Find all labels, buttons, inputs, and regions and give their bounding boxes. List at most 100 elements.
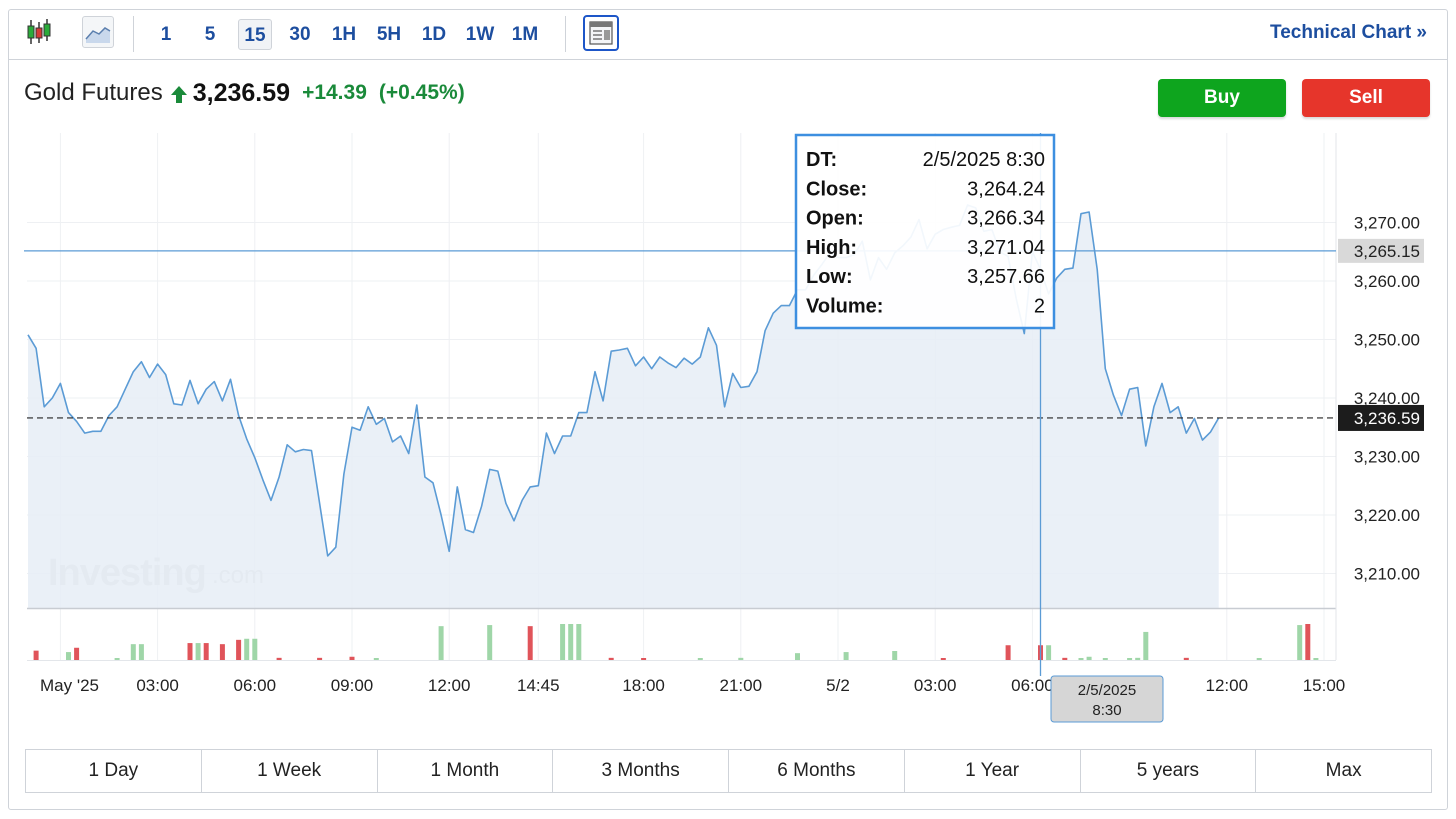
range-5-years[interactable]: 5 years [1081,750,1257,792]
timeframe-1[interactable]: 1 [160,24,172,45]
volume-bar [138,644,144,660]
layout-icon[interactable] [583,15,619,51]
x-tick-label: 12:00 [1206,676,1249,695]
candlestick-icon[interactable] [23,16,55,48]
timeframe-15[interactable]: 15 [238,19,272,50]
volume-bar [317,657,323,660]
volume-bar [187,643,193,660]
volume-bar [349,656,355,660]
tooltip-value: 2 [1034,296,1045,318]
volume-bar [1183,657,1189,660]
x-tick-label: 12:00 [428,676,471,695]
volume-bar [641,658,647,660]
crosshair-price-box [1338,238,1424,263]
y-tick-label: 3,270.00 [1354,214,1420,233]
price-change-percent: (+0.45%) [378,81,465,104]
volume-bar [195,643,201,660]
timeframe-5[interactable]: 5 [204,24,216,45]
crosshair-time-clock: 8:30 [1092,702,1121,719]
volume-bar [1078,658,1084,660]
volume-bar [795,653,800,660]
timeframe-1h[interactable]: 1H [331,24,357,45]
range-1-week[interactable]: 1 Week [202,750,378,792]
area-chart-icon[interactable] [82,16,114,48]
ohlc-tooltip [794,133,1056,330]
x-tick-label: 03:00 [914,676,957,695]
tooltip-label: Close: [806,178,867,200]
arrow-up-icon [170,85,187,103]
timeframe-1d[interactable]: 1D [421,24,447,45]
toolbar-divider [133,16,134,52]
volume-bar [1297,625,1303,660]
volume-bar [1256,658,1262,660]
volume-bar [236,639,242,660]
volume-bar [1005,645,1011,660]
tooltip-label: DT: [806,149,837,171]
crosshair-time-box [1050,675,1164,723]
sell-button[interactable]: Sell [1302,79,1430,117]
range-1-year[interactable]: 1 Year [905,750,1081,792]
tooltip-value: 3,271.04 [967,237,1045,259]
volume-bar [560,624,566,660]
tooltip-label: Low: [806,266,853,288]
volume-bar [527,626,533,660]
toolbar-divider [565,16,566,52]
crosshair-time-date: 2/5/2025 [1078,682,1136,699]
tooltip-label: Volume: [806,296,883,318]
volume-bar [487,625,493,660]
volume-bar [892,651,898,660]
volume-bar [738,657,744,660]
range-3-months[interactable]: 3 Months [553,750,729,792]
volume-bar [1086,656,1092,660]
volume-bar [576,624,582,660]
range-1-day[interactable]: 1 Day [26,750,202,792]
volume-bar [1062,657,1068,660]
technical-chart-link[interactable]: Technical Chart » [1270,22,1427,43]
x-tick-label: 18:00 [622,676,665,695]
tooltip-value: 2/5/2025 8:30 [923,149,1045,171]
volume-bar [1135,657,1141,660]
x-tick-label: May '25 [40,676,99,695]
volume-bar [1102,658,1108,660]
range-1-month[interactable]: 1 Month [378,750,554,792]
price-change: +14.39 [302,81,367,104]
timeframe-5h[interactable]: 5H [376,24,402,45]
y-tick-label: 3,260.00 [1354,272,1420,291]
x-tick-label: 5/2 [826,676,850,695]
x-tick-label: 09:00 [331,676,374,695]
volume-bar [244,638,250,660]
volume-bar [697,658,703,660]
volume-bar [608,657,614,660]
volume-bar [438,626,444,660]
volume-bar [940,658,946,660]
instrument-header: Gold Futures 3,236.59 +14.39 (+0.45%) [24,76,477,110]
volume-bar [114,658,120,660]
x-tick-label: 06:00 [234,676,277,695]
volume-bar [74,647,80,660]
timeframe-30[interactable]: 30 [289,24,311,45]
volume-bar [203,643,209,660]
volume-bar [843,652,849,660]
x-tick-label: 15:00 [1303,676,1346,695]
tooltip-value: 3,264.24 [967,178,1045,200]
volume-bar [66,652,71,660]
x-tick-label: 06:00 [1011,676,1054,695]
volume-bar [219,644,225,660]
instrument-price: 3,236.59 [192,78,291,107]
volume-bar [33,650,39,660]
timeframe-1m[interactable]: 1M [511,24,539,45]
last-price-box [1338,404,1424,431]
range-selector: 1 Day 1 Week 1 Month 3 Months 6 Months 1… [25,749,1432,793]
buy-button[interactable]: Buy [1158,79,1286,117]
instrument-name: Gold Futures [24,79,163,106]
range-6-months[interactable]: 6 Months [729,750,905,792]
range-max[interactable]: Max [1325,760,1362,781]
volume-bar [1143,631,1149,660]
chart-toolbar: 1 5 15 30 1H 5H 1D 1W 1M Technical Chart… [9,10,1447,60]
tooltip-label: High: [806,237,857,259]
timeframe-1w[interactable]: 1W [465,24,495,45]
volume-bar [568,624,574,660]
volume-bar [252,638,258,660]
volume-bar [276,657,282,660]
